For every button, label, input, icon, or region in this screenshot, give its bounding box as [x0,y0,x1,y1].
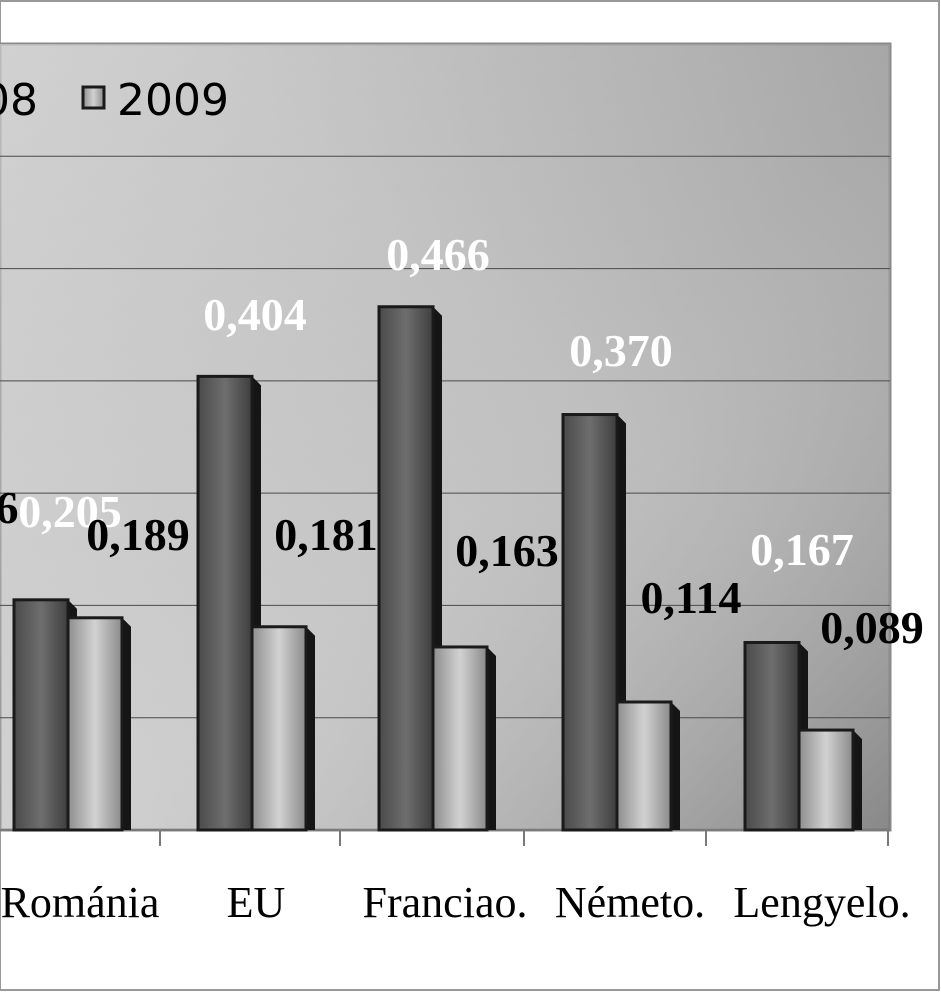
bar [431,645,489,832]
value-label: 0,089 [820,602,924,653]
bar-shadow [853,730,862,830]
bars-group [12,305,862,832]
value-labels-group: 0,205 0,404 0,466 0,370 0,167 0,189 0,181 0,163… [0,229,924,653]
value-label: 0,167 [750,524,854,575]
bar [561,413,619,832]
bar [196,374,254,832]
legend: 08 2009 [0,75,229,126]
category-label: EU [227,878,286,927]
value-label: 0,404 [203,289,307,340]
bar [66,616,124,832]
bar [797,728,855,832]
category-label: Németo. [555,878,705,927]
legend-swatch [81,85,106,110]
category-label: Franciao. [363,878,528,927]
bar [615,700,673,832]
bar [250,625,308,832]
value-label: 0,466 [386,229,490,280]
value-label: 0,181 [274,509,378,560]
value-label: 0,163 [455,525,559,576]
value-label: 0,205 [18,486,122,537]
category-labels-group: Románia EU Franciao. Németo. Lengyelo. [1,878,911,927]
bar [743,640,801,832]
bar-shadow [671,701,680,830]
category-label: Lengyelo. [733,878,910,927]
bar-shadow [122,617,131,830]
bar-shadow [306,626,315,830]
value-label: 0,189 [86,509,190,560]
legend-label: 08 [0,75,38,126]
legend-label: 2009 [117,75,229,126]
value-label: 0,114 [641,572,742,623]
gridlines [0,155,890,719]
bar-shadow [487,646,496,830]
bar [12,598,70,832]
category-label: Románia [1,878,160,927]
bar [377,305,435,832]
value-label-clipped: 6 [0,482,19,533]
value-label: 0,370 [569,325,673,376]
